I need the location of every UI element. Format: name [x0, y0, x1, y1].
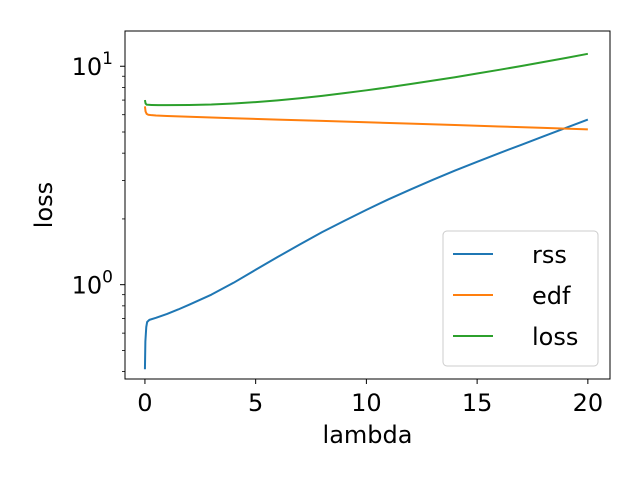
- x-tick-label: 20: [573, 389, 604, 417]
- x-tick-label: 15: [462, 389, 493, 417]
- x-tick-label: 10: [351, 389, 382, 417]
- y-axis-label: loss: [30, 182, 58, 228]
- series-line-edf: [143, 106, 588, 131]
- plot-frame: [124, 30, 611, 380]
- plot-lines: [143, 52, 589, 370]
- x-tick-label: 0: [137, 389, 152, 417]
- legend-box: [442, 230, 599, 367]
- x-tick-label: 5: [248, 389, 263, 417]
- legend: rss edf loss: [442, 230, 599, 367]
- series-line-rss: [143, 118, 589, 370]
- x-axis: 0 5 10 15 20: [137, 379, 603, 417]
- y-axis: 100 101: [72, 49, 125, 373]
- x-axis-label: lambda: [323, 421, 413, 449]
- legend-label-edf: edf: [532, 282, 571, 310]
- y-tick-label: 101: [72, 49, 113, 81]
- series-line-loss: [143, 52, 589, 107]
- y-tick-label: 100: [72, 268, 113, 300]
- legend-label-rss: rss: [532, 241, 567, 269]
- legend-label-loss: loss: [532, 323, 578, 351]
